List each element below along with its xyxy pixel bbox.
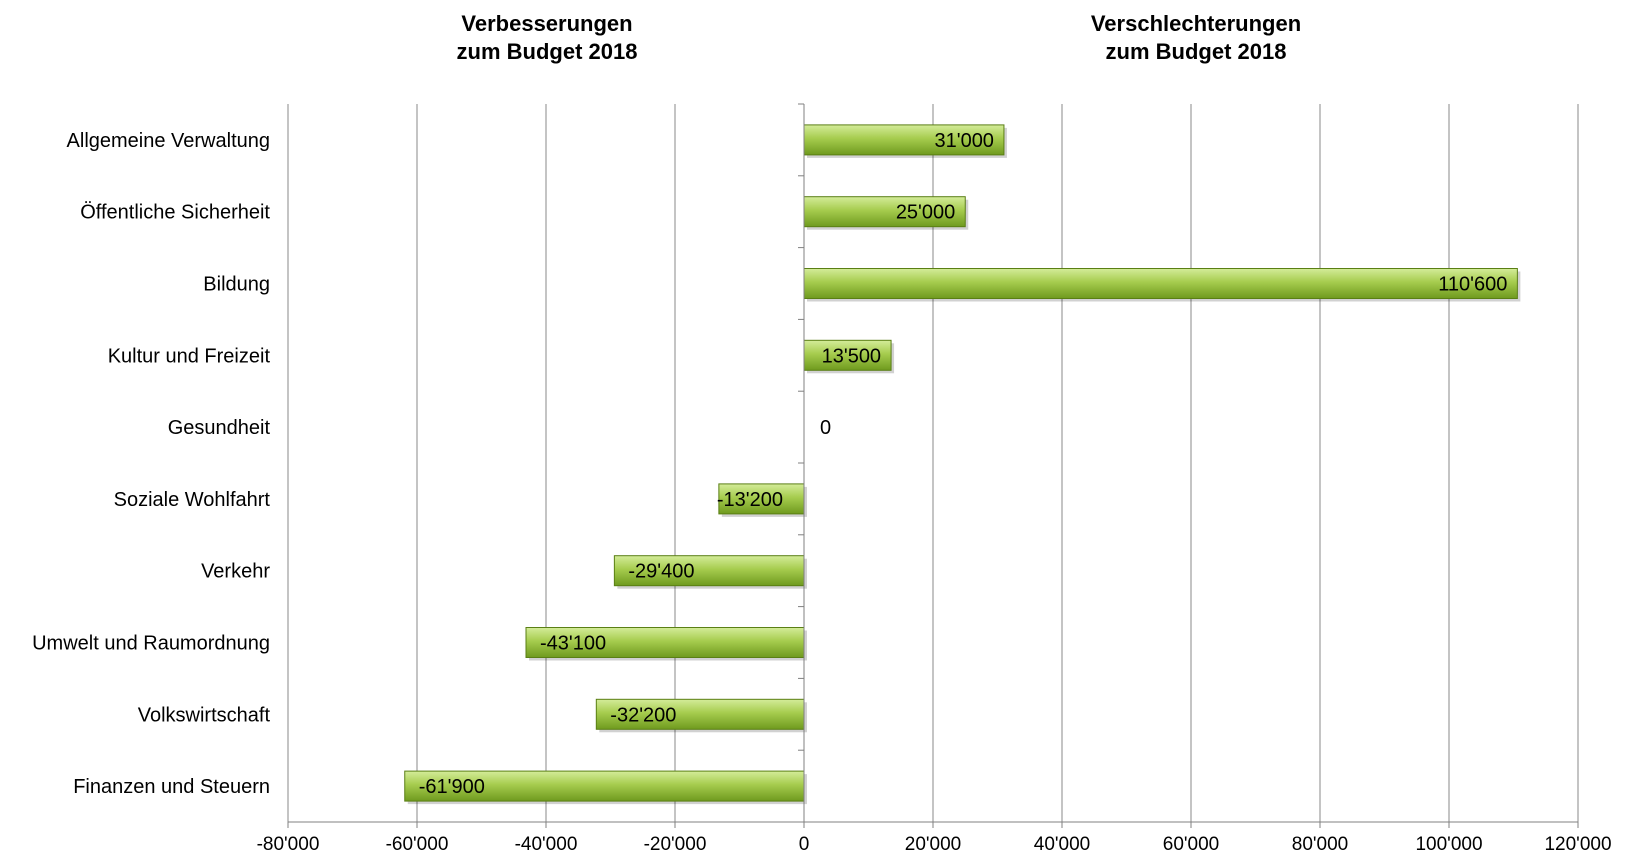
labels: -80'000 -60'000 -40'000 -20'000 0 20'000 40'00… xyxy=(32,130,1611,855)
bar xyxy=(803,196,966,228)
heading-improvements-line2: zum Budget 2018 xyxy=(456,39,638,64)
category-label: Volkswirtschaft xyxy=(138,704,271,726)
category-label: Kultur und Freizeit xyxy=(108,345,271,367)
bar xyxy=(404,770,805,802)
category-label: Finanzen und Steuern xyxy=(73,776,270,798)
x-tick-label: 60'000 xyxy=(1163,834,1219,855)
x-tick-label: -80'000 xyxy=(257,834,320,855)
heading-deteriorations-line1: Verschlechterungen xyxy=(1090,11,1302,36)
bar xyxy=(718,483,805,515)
category-label: Verkehr xyxy=(201,561,270,583)
heading-deteriorations: Verschlechterungen zum Budget 2018 xyxy=(986,10,1406,66)
category-label: Öffentliche Sicherheit xyxy=(80,202,270,224)
data-label: 110'600 xyxy=(1438,274,1507,296)
x-tick-label: 40'000 xyxy=(1034,834,1090,855)
bar xyxy=(803,268,1518,299)
axes xyxy=(287,103,1579,828)
data-label: 31'000 xyxy=(935,130,994,152)
data-label: 0 xyxy=(820,417,831,439)
data-label: 13'500 xyxy=(822,345,881,367)
bar xyxy=(803,124,1005,156)
category-label: Allgemeine Verwaltung xyxy=(67,130,270,152)
x-tick-label: -60'000 xyxy=(386,834,449,855)
x-tick-label: -20'000 xyxy=(644,834,707,855)
heading-deteriorations-line2: zum Budget 2018 xyxy=(1105,39,1287,64)
category-label: Umwelt und Raumordnung xyxy=(32,633,270,655)
data-label: -32'200 xyxy=(610,704,676,726)
category-label: Soziale Wohlfahrt xyxy=(114,489,271,511)
x-tick-label: -40'000 xyxy=(515,834,578,855)
bar xyxy=(595,698,805,730)
category-label: Gesundheit xyxy=(168,417,271,439)
data-label: -43'100 xyxy=(540,633,606,655)
bar xyxy=(803,339,892,371)
heading-improvements: Verbesserungen zum Budget 2018 xyxy=(337,10,757,66)
x-tick-label: 100'000 xyxy=(1415,834,1482,855)
data-label: -13'200 xyxy=(717,489,783,511)
heading-improvements-line1: Verbesserungen xyxy=(461,11,633,36)
data-label: -29'400 xyxy=(628,561,694,583)
data-label: 25'000 xyxy=(896,202,955,224)
x-tick-label: 0 xyxy=(799,834,810,855)
data-label: -61'900 xyxy=(419,776,485,798)
bars xyxy=(404,124,1521,805)
category-label: Bildung xyxy=(203,274,270,296)
x-tick-label: 80'000 xyxy=(1292,834,1348,855)
x-tick-label: 20'000 xyxy=(905,834,961,855)
grid-lines xyxy=(287,104,1579,822)
x-tick-label: 120'000 xyxy=(1544,834,1611,855)
bar xyxy=(613,555,805,587)
